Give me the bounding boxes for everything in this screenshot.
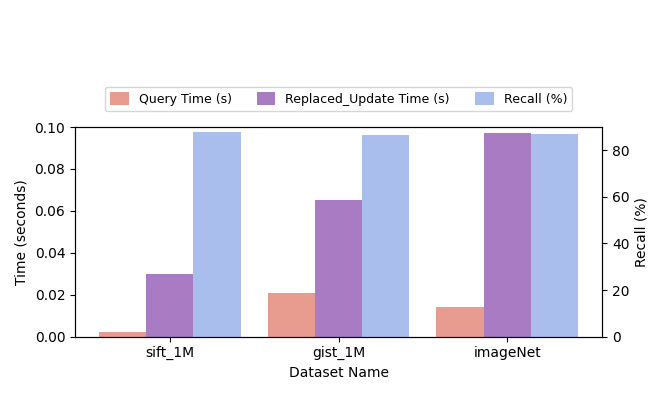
Y-axis label: Recall (%): Recall (%) xyxy=(635,197,649,267)
Bar xyxy=(315,200,362,337)
X-axis label: Dataset Name: Dataset Name xyxy=(289,366,388,380)
Y-axis label: Time (seconds): Time (seconds) xyxy=(15,179,29,285)
Bar xyxy=(99,332,146,337)
Bar xyxy=(531,134,578,337)
Bar xyxy=(362,135,410,337)
Bar xyxy=(193,132,241,337)
Bar xyxy=(483,133,531,337)
Bar xyxy=(146,274,193,337)
Bar xyxy=(436,307,483,337)
Bar xyxy=(268,293,315,337)
Legend: Query Time (s), Replaced_Update Time (s), Recall (%): Query Time (s), Replaced_Update Time (s)… xyxy=(105,87,572,111)
